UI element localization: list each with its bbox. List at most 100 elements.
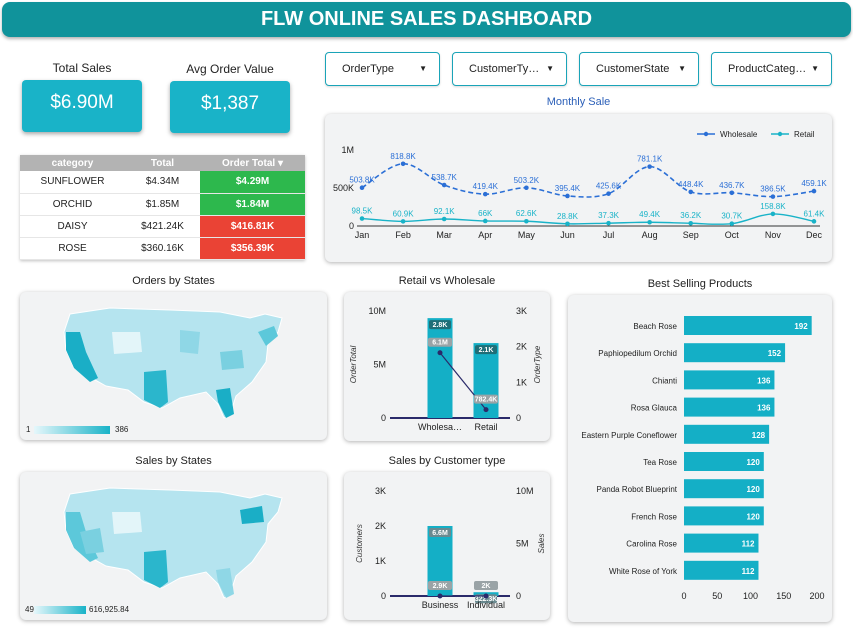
x-tick-label: 150 — [776, 591, 791, 601]
data-label: 459.1K — [801, 179, 827, 188]
table-row: ROSE $360.16K $356.39K — [20, 237, 305, 260]
line-point — [437, 593, 443, 599]
bar — [427, 318, 453, 418]
retail-vs-wholesale-chart: 0 5M 10M 0 1K 2K 3K OrderTotal OrderType 2.8K Whol… — [344, 292, 550, 441]
cell-total: $360.16K — [125, 237, 200, 260]
cell-category: ORCHID — [20, 193, 125, 216]
data-point — [606, 220, 611, 226]
us-map-sales — [63, 487, 283, 599]
bar-label-bg — [429, 320, 451, 330]
bar-label: 2.8K — [433, 322, 448, 329]
line-label-bg — [474, 580, 498, 590]
x-tick-label: Wholesa… — [418, 422, 462, 432]
orders-map-title: Orders by States — [132, 275, 215, 287]
data-label: 425.6K — [596, 182, 622, 191]
x-tick-label: 100 — [743, 591, 758, 601]
avg-order-label: Avg Order Value — [186, 62, 274, 76]
bar — [684, 479, 764, 499]
sales-map-title: Sales by States — [135, 455, 212, 467]
best-selling-title: Best Selling Products — [647, 278, 753, 290]
bar-label: 2.1K — [479, 347, 494, 354]
y2-tick-label: 10M — [516, 486, 534, 496]
data-label: 781.1K — [637, 155, 663, 164]
y-tick-label: 3K — [375, 486, 386, 496]
cell-order-total: $416.81K — [200, 215, 305, 238]
monthly-sale-svg: 0 500K 1M Jan Feb Mar Apr May Jun Jul Aug Sep Oct Nov… — [333, 130, 827, 240]
filter-label: ProductCateg… — [728, 63, 807, 75]
line-point — [437, 350, 443, 356]
filter-customertype[interactable]: CustomerTy… ▼ — [452, 52, 567, 86]
legend-marker — [777, 131, 783, 137]
category-label: Tea Rose — [643, 458, 677, 467]
cell-total: $421.24K — [125, 215, 200, 238]
y-axis-title: Customers — [355, 524, 364, 563]
sales-by-states-map[interactable]: 49 616,925.84 — [20, 472, 327, 620]
col-order-total[interactable]: Order Total ▾ — [200, 155, 305, 171]
x-tick-label: 50 — [712, 591, 722, 601]
orders-by-states-map[interactable]: 1 386 — [20, 292, 327, 440]
best-selling-chart: Beach Rose 192 Paphiopedilum Orchid 152 Chia… — [568, 295, 832, 622]
category-label: French Rose — [631, 512, 677, 521]
data-point — [729, 221, 735, 226]
value-label: 120 — [746, 458, 760, 467]
line-label: 782.4K — [475, 397, 498, 404]
category-label: Rosa Glauca — [631, 404, 678, 413]
best-selling-svg: Beach Rose 192 Paphiopedilum Orchid 152 Chia… — [581, 316, 825, 601]
y-tick-label: 1K — [375, 556, 386, 566]
data-label: 386.5K — [760, 185, 786, 194]
data-point — [811, 219, 817, 224]
x-tick-label: May — [518, 230, 536, 240]
data-label: 395.4K — [555, 184, 581, 193]
data-label: 37.3K — [598, 211, 620, 220]
y-tick-label: 2K — [375, 521, 386, 531]
x-tick-label: Apr — [478, 230, 492, 240]
table-row: DAISY $421.24K $416.81K — [20, 215, 305, 238]
bar — [684, 397, 775, 417]
filter-customerstate[interactable]: CustomerState ▼ — [579, 52, 699, 86]
bar — [684, 452, 764, 471]
table-row: SUNFLOWER $4.34M $4.29M — [20, 171, 305, 194]
monthly-sale-chart: 0 500K 1M Jan Feb Mar Apr May Jun Jul Aug Sep Oct Nov… — [325, 114, 832, 262]
data-point — [359, 185, 365, 191]
value-label: 112 — [742, 567, 755, 576]
customer-type-title: Sales by Customer type — [388, 455, 506, 467]
x-tick-label: 0 — [681, 591, 686, 601]
value-label: 192 — [794, 322, 808, 331]
category-label: Chianti — [652, 376, 677, 385]
data-point — [441, 216, 447, 222]
value-label: 120 — [746, 485, 760, 494]
line-label-bg — [428, 580, 452, 590]
customer-type-svg: 0 1K 2K 3K 0 5M 10M Customers Sales 6.6M Business 3… — [355, 486, 546, 610]
data-point — [729, 190, 735, 196]
line-label: 2K — [482, 583, 491, 590]
dropdown-arrow-icon: ▼ — [419, 64, 427, 73]
x-tick-label: Nov — [765, 230, 782, 240]
data-label: 436.7K — [719, 181, 745, 190]
cell-order-total: $4.29M — [200, 171, 305, 194]
data-label: 818.8K — [390, 152, 416, 161]
value-label: 136 — [757, 376, 771, 385]
x-tick-label: Retail — [474, 422, 497, 432]
y-tick-label: 0 — [381, 591, 386, 601]
data-point — [482, 218, 488, 224]
filter-productcategory[interactable]: ProductCateg… ▼ — [711, 52, 832, 86]
y-tick-label: 1M — [341, 145, 354, 155]
cell-category: DAISY — [20, 215, 125, 238]
line-label: 6.1M — [432, 340, 448, 347]
y2-axis-title: Sales — [537, 533, 546, 553]
bar-label: 322.3K — [475, 596, 498, 603]
col-total[interactable]: Total — [125, 155, 200, 171]
x-tick-label: Jan — [355, 230, 370, 240]
data-point — [647, 219, 652, 225]
x-tick-label: Business — [422, 600, 459, 610]
cell-category: ROSE — [20, 237, 125, 260]
y2-tick-label: 0 — [516, 413, 521, 423]
filter-ordertype[interactable]: OrderType ▼ — [325, 52, 440, 86]
y-axis-title: OrderTotal — [349, 346, 358, 384]
cell-category: SUNFLOWER — [20, 171, 125, 194]
y2-axis-title: OrderType — [533, 345, 542, 383]
value-label: 136 — [757, 404, 771, 413]
data-point — [770, 211, 776, 217]
col-category[interactable]: category — [20, 155, 125, 171]
scale-max: 616,925.84 — [89, 605, 130, 614]
